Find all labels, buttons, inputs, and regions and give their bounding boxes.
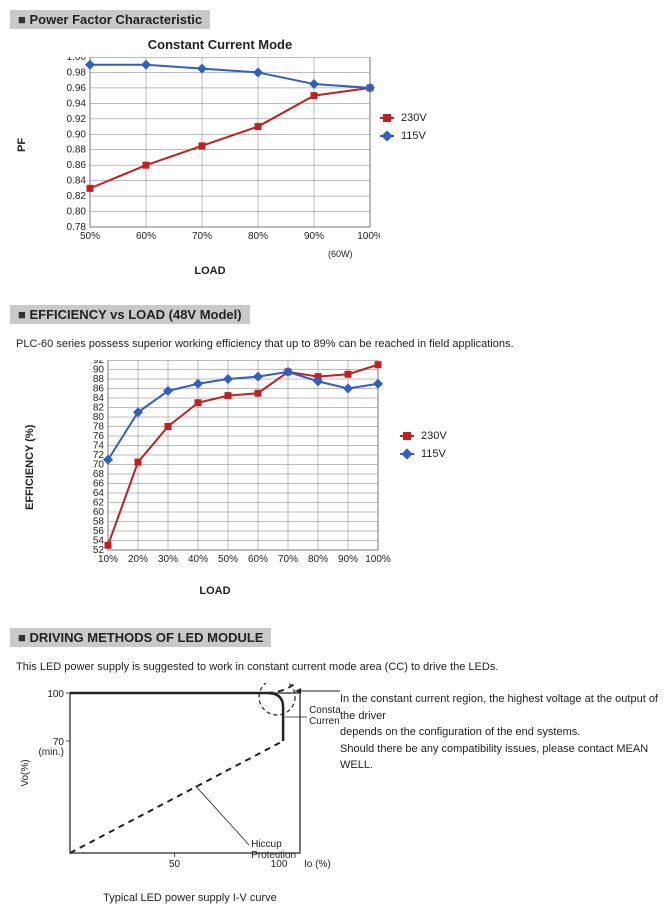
svg-text:100: 100	[47, 689, 64, 700]
svg-text:0.82: 0.82	[67, 191, 87, 202]
svg-text:50%: 50%	[80, 231, 100, 242]
svg-text:Io (%): Io (%)	[304, 859, 331, 870]
pf-chart: Constant Current Mode PF 1.00 0.98 0.96 0.9…	[10, 37, 660, 287]
eff-legend-230v: 230V	[400, 430, 447, 442]
iv-side-note: In the constant current region, the high…	[340, 683, 660, 774]
svg-text:30%: 30%	[158, 554, 178, 565]
svg-text:50: 50	[169, 859, 181, 870]
svg-text:80%: 80%	[308, 554, 328, 565]
iv-caption: Typical LED power supply I-V curve	[40, 892, 340, 904]
legend-115v: 115V	[380, 130, 427, 142]
section2-header: EFFICIENCY vs LOAD (48V Model)	[10, 305, 250, 324]
svg-text:40%: 40%	[188, 554, 208, 565]
svg-text:70%: 70%	[278, 554, 298, 565]
svg-text:70%: 70%	[192, 231, 212, 242]
svg-text:0.94: 0.94	[67, 98, 87, 109]
svg-text:0.98: 0.98	[67, 67, 87, 78]
svg-text:0.88: 0.88	[67, 145, 87, 156]
svg-text:Constant: Constant	[309, 705, 340, 716]
svg-text:0.96: 0.96	[67, 83, 87, 94]
svg-text:Hiccup: Hiccup	[251, 839, 282, 850]
svg-text:0.90: 0.90	[67, 129, 87, 140]
svg-text:50%: 50%	[218, 554, 238, 565]
section1-header: Power Factor Characteristic	[10, 10, 210, 29]
section2-text: PLC-60 series possess superior working e…	[16, 338, 660, 350]
svg-text:100%: 100%	[365, 554, 391, 565]
eff-xlabel: LOAD	[80, 585, 350, 597]
svg-text:10%: 10%	[98, 554, 118, 565]
iv-diagram-wrap: 10070(min.)50100Vo(%)Io (%)ConstantCurre…	[10, 683, 340, 904]
legend-230v-label: 230V	[401, 112, 427, 124]
pf-chart-title: Constant Current Mode	[50, 37, 390, 52]
pf-xnote: (60W)	[328, 249, 353, 259]
svg-text:Current area: Current area	[309, 716, 340, 727]
note-line-2: Should there be any compatibility issues…	[340, 741, 660, 774]
eff-legend-115v: 115V	[400, 448, 447, 460]
svg-text:100%: 100%	[357, 231, 380, 242]
pf-xlabel: LOAD	[70, 265, 350, 277]
svg-text:80%: 80%	[248, 231, 268, 242]
pf-chart-svg: 1.00 0.98 0.96 0.94 0.92 0.90 0.88 0.86 0.84 0.82…	[30, 57, 380, 257]
svg-text:1.00: 1.00	[67, 57, 87, 63]
svg-text:0.84: 0.84	[67, 176, 87, 187]
svg-text:0.80: 0.80	[67, 207, 87, 218]
svg-text:20%: 20%	[128, 554, 148, 565]
eff-legend-115v-label: 115V	[421, 448, 446, 460]
section3-text: This LED power supply is suggested to wo…	[16, 661, 660, 673]
iv-diagram-svg: 10070(min.)50100Vo(%)Io (%)ConstantCurre…	[10, 683, 340, 883]
note-line-0: In the constant current region, the high…	[340, 691, 660, 724]
section3-header: DRIVING METHODS OF LED MODULE	[10, 628, 271, 647]
pf-legend: 230V 115V	[380, 112, 427, 148]
svg-text:90%: 90%	[304, 231, 324, 242]
svg-text:Vo(%): Vo(%)	[20, 759, 31, 786]
pf-ylabel: PF	[16, 138, 28, 152]
eff-chart-svg: 9290888684828078767472706866646260585654…	[38, 360, 398, 580]
svg-text:60%: 60%	[248, 554, 268, 565]
eff-chart: EFFICIENCY (%) 9290888684828078767472706…	[10, 360, 660, 610]
eff-legend: 230V 115V	[400, 430, 447, 466]
eff-legend-230v-label: 230V	[421, 430, 447, 442]
note-line-1: depends on the configuration of the end …	[340, 724, 660, 741]
legend-230v: 230V	[380, 112, 427, 124]
svg-text:90%: 90%	[338, 554, 358, 565]
svg-text:60%: 60%	[136, 231, 156, 242]
svg-text:(min.): (min.)	[38, 747, 64, 758]
legend-115v-label: 115V	[401, 130, 426, 142]
eff-ylabel: EFFICIENCY (%)	[24, 425, 36, 510]
svg-text:0.86: 0.86	[67, 160, 87, 171]
svg-text:0.92: 0.92	[67, 114, 87, 125]
